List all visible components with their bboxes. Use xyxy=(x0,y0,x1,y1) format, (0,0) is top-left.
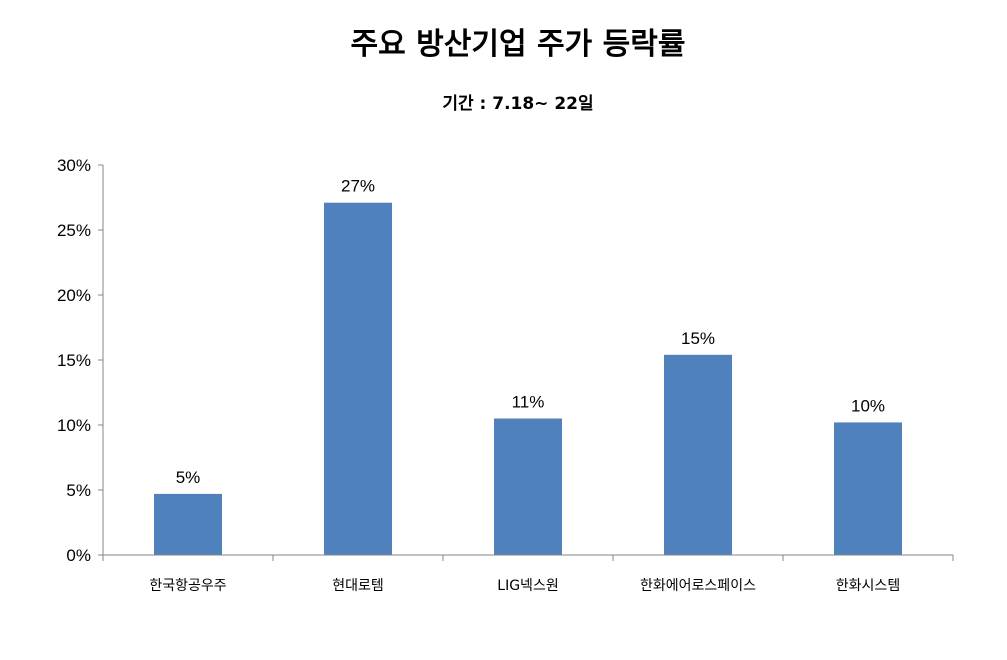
chart-subtitle: 기간 : 7.18~ 22일 xyxy=(442,94,593,114)
y-tick-label: 10% xyxy=(57,416,91,435)
bar xyxy=(324,202,392,555)
bar xyxy=(664,354,732,555)
bar-value-label: 27% xyxy=(341,177,375,196)
y-tick-label: 5% xyxy=(66,481,91,500)
data-labels: 5% 27% 11% 15% 10% xyxy=(176,177,885,487)
x-tick-label: LIG넥스원 xyxy=(497,578,558,594)
x-tick-label: 현대로템 xyxy=(332,578,384,594)
bar xyxy=(834,422,902,555)
bar-value-label: 5% xyxy=(176,468,201,487)
y-tick-label: 25% xyxy=(57,221,91,240)
bar xyxy=(154,493,222,555)
y-axis-ticks: 0% 5% 10% 15% 20% 25% 30% xyxy=(57,156,103,565)
x-tick-label: 한국항공우주 xyxy=(149,578,226,594)
y-tick-label: 0% xyxy=(66,546,91,565)
y-tick-label: 15% xyxy=(57,351,91,370)
x-tick-label: 한화시스템 xyxy=(836,578,900,594)
bar-value-label: 11% xyxy=(512,393,545,412)
y-tick-label: 20% xyxy=(57,286,91,305)
x-tick-label: 한화에어로스페이스 xyxy=(640,578,756,594)
bar-value-label: 10% xyxy=(851,396,885,415)
x-axis-ticks: 한국항공우주 현대로템 LIG넥스원 한화에어로스페이스 한화시스템 xyxy=(102,555,954,594)
bar-value-label: 15% xyxy=(681,329,715,348)
y-tick-label: 30% xyxy=(57,156,91,175)
chart-title: 주요 방산기업 주가 등락률 xyxy=(351,27,686,62)
bar xyxy=(494,418,562,555)
bar-series xyxy=(154,202,902,555)
